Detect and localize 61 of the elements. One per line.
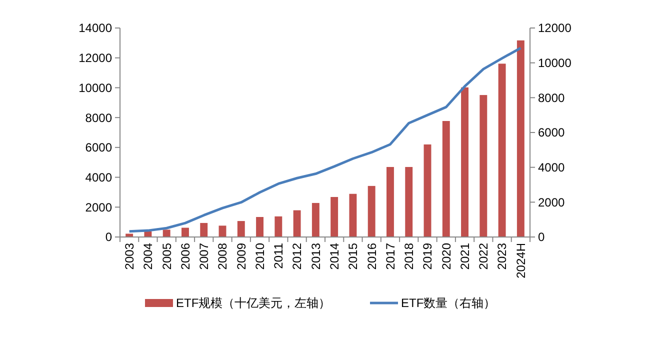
x-tick-label: 2007: [197, 242, 212, 270]
y-tick-label: 12000: [78, 51, 112, 66]
x-tick-label: 2014: [328, 242, 342, 270]
legend-label: ETF数量（右轴）: [401, 296, 496, 310]
y-tick-label: 4000: [85, 170, 112, 184]
y2-tick-label: 8000: [538, 90, 566, 105]
bar: [349, 194, 357, 237]
line-series: [128, 46, 522, 233]
x-tick-label: 2017: [383, 242, 398, 270]
bar: [386, 166, 394, 237]
y2-tick-label: 10000: [538, 56, 572, 70]
bar: [480, 95, 488, 237]
x-tick-label: 2023: [495, 242, 510, 270]
x-tick-label: 2009: [234, 242, 248, 270]
bar: [461, 87, 468, 237]
y-tick-label: 8000: [85, 110, 112, 125]
x-tick-label: 2005: [160, 242, 174, 270]
x-tick-label: 2015: [346, 242, 360, 270]
x-tick-label: 2011: [272, 242, 286, 269]
bar: [424, 144, 432, 237]
x-tick-label: 2003: [122, 242, 137, 270]
bar: [200, 222, 208, 237]
x-tick-label: 2006: [178, 242, 192, 270]
x-tick-label: 2010: [252, 242, 267, 270]
bar: [126, 234, 134, 237]
y-tick-label: 2000: [85, 200, 112, 214]
bar: [274, 216, 282, 237]
bar: [182, 228, 189, 237]
y2-tick-label: 2000: [538, 195, 566, 210]
bar: [442, 121, 450, 237]
x-tick-label: 2021: [458, 242, 472, 270]
y-tick-label: 0: [105, 230, 112, 244]
x-tick-label: 2004: [141, 242, 156, 270]
y-tick-label: 10000: [78, 80, 112, 95]
x-tick-label: 2012: [290, 242, 304, 270]
bar: [405, 166, 413, 237]
bar: [218, 226, 226, 237]
x-tick-label: 2020: [439, 242, 454, 270]
bar: [293, 210, 301, 237]
y2-tick-label: 12000: [538, 21, 572, 36]
x-tick-label: 2024H: [514, 243, 528, 278]
x-tick-label: 2019: [420, 242, 435, 270]
x-tick-label: 2022: [476, 242, 491, 270]
y2-tick-label: 0: [538, 230, 545, 244]
bar: [330, 196, 338, 237]
x-tick-label: 2018: [402, 242, 416, 270]
bar: [256, 216, 264, 237]
y-tick-label: 14000: [78, 21, 112, 36]
legend-label: ETF规模（十亿美元，左轴）: [176, 296, 331, 310]
bar: [312, 202, 320, 237]
bar: [237, 221, 245, 237]
bar: [368, 186, 376, 237]
y-tick-label: 6000: [85, 140, 112, 155]
bar: [498, 64, 506, 237]
bar: [162, 230, 170, 237]
y2-tick-label: 6000: [538, 126, 566, 140]
x-tick-label: 2016: [364, 242, 379, 270]
x-tick-label: 2008: [216, 242, 230, 270]
x-tick-label: 2013: [308, 242, 323, 270]
y2-tick-label: 4000: [538, 160, 566, 175]
bar: [516, 40, 524, 237]
